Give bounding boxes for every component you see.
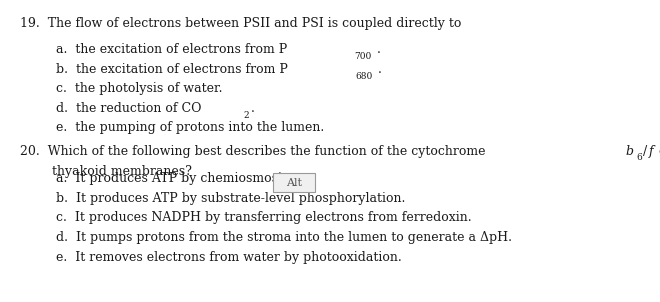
Text: a.  It produces ATP by chemiosmosis.: a. It produces ATP by chemiosmosis. bbox=[56, 172, 292, 185]
Text: .: . bbox=[378, 63, 381, 76]
Text: 20.  Which of the following best describes the function of the cytochrome: 20. Which of the following best describe… bbox=[20, 145, 489, 158]
Text: b: b bbox=[626, 145, 634, 158]
Text: f: f bbox=[649, 145, 653, 158]
Text: c.  the photolysis of water.: c. the photolysis of water. bbox=[56, 82, 222, 95]
Text: Alt: Alt bbox=[286, 178, 302, 188]
Text: d.  It pumps protons from the stroma into the lumen to generate a ΔpH.: d. It pumps protons from the stroma into… bbox=[56, 231, 512, 244]
Text: complex in the: complex in the bbox=[655, 145, 660, 158]
Text: 19.  The flow of electrons between PSII and PSI is coupled directly to: 19. The flow of electrons between PSII a… bbox=[20, 17, 461, 30]
Text: 680: 680 bbox=[355, 72, 372, 81]
Text: b.  It produces ATP by substrate-level phosphorylation.: b. It produces ATP by substrate-level ph… bbox=[56, 192, 405, 205]
Text: 6: 6 bbox=[636, 153, 642, 162]
Text: thyakoid membranes?: thyakoid membranes? bbox=[20, 165, 191, 178]
FancyBboxPatch shape bbox=[273, 173, 315, 192]
Text: 2: 2 bbox=[244, 111, 249, 120]
Text: .: . bbox=[251, 102, 255, 115]
Text: .: . bbox=[377, 43, 381, 56]
Text: a.  the excitation of electrons from P: a. the excitation of electrons from P bbox=[56, 43, 287, 56]
Text: e.  the pumping of protons into the lumen.: e. the pumping of protons into the lumen… bbox=[56, 121, 324, 134]
Text: b.  the excitation of electrons from P: b. the excitation of electrons from P bbox=[56, 63, 288, 76]
Text: d.  the reduction of CO: d. the reduction of CO bbox=[56, 102, 201, 115]
Text: 700: 700 bbox=[354, 52, 372, 61]
Text: c.  It produces NADPH by transferring electrons from ferredoxin.: c. It produces NADPH by transferring ele… bbox=[56, 211, 472, 224]
Text: /: / bbox=[644, 145, 647, 158]
Text: e.  It removes electrons from water by photooxidation.: e. It removes electrons from water by ph… bbox=[56, 251, 402, 264]
